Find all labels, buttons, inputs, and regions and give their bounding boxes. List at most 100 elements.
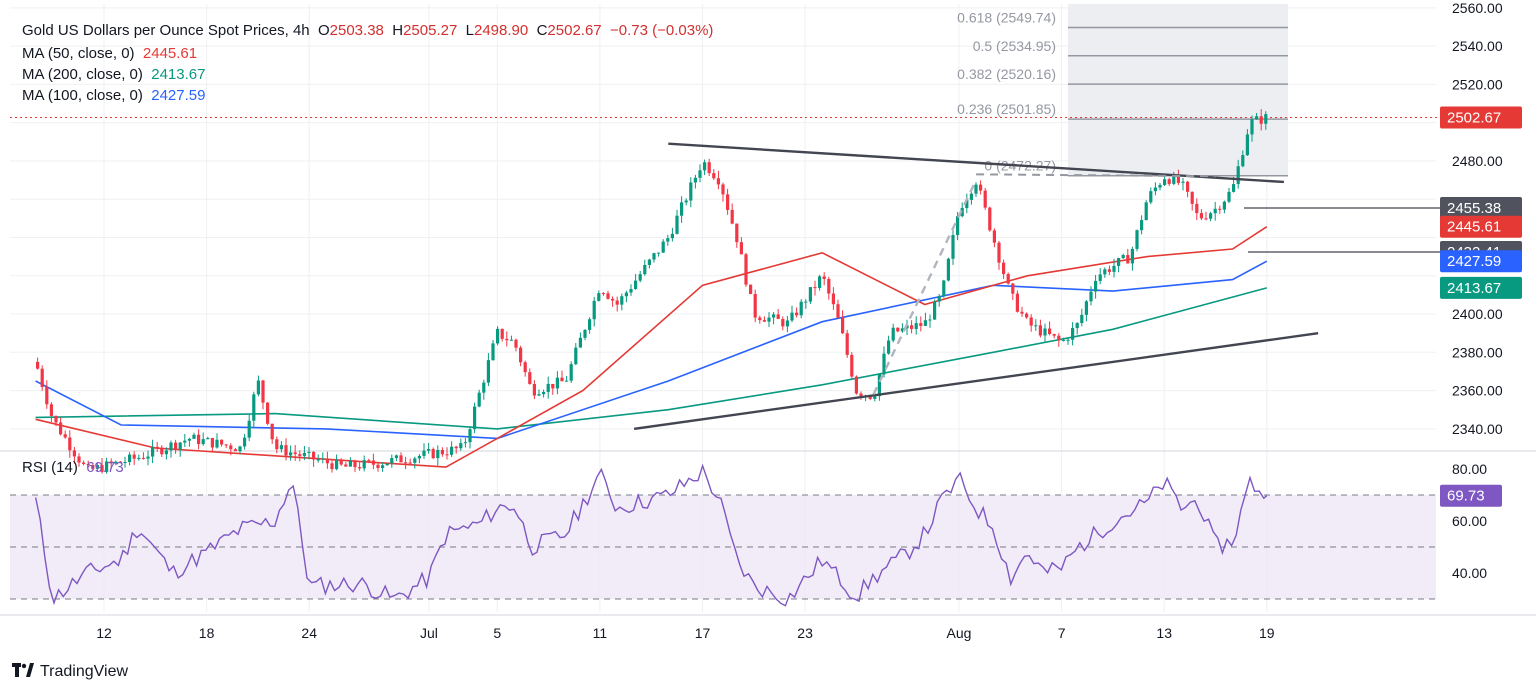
ma50-label: MA (50, close, 0): [22, 45, 135, 62]
candle-body: [1075, 323, 1079, 329]
price-axis-tick: 2380.00: [1452, 344, 1503, 360]
candle-body: [454, 446, 458, 449]
candle-body: [325, 458, 329, 464]
symbol-header: Gold US Dollars per Ounce Spot Prices, 4…: [22, 22, 713, 40]
price-axis-label-box: [1440, 276, 1522, 299]
candle-body: [813, 287, 817, 289]
candle-body: [256, 380, 260, 395]
candle-body: [1135, 230, 1139, 249]
candle-body: [850, 354, 854, 377]
high-value: 2505.27: [403, 22, 458, 39]
candle-body: [1061, 339, 1065, 341]
low-label: L: [465, 22, 474, 39]
candle-body: [302, 452, 306, 456]
candle-body: [68, 437, 72, 451]
candle-body: [698, 170, 702, 178]
candle-body: [914, 323, 918, 329]
candle-body: [49, 404, 53, 416]
ma100-value: 2427.59: [151, 87, 206, 104]
candle-body: [643, 264, 647, 275]
candle-body: [703, 162, 707, 171]
candle-body: [270, 423, 274, 440]
candle-body: [882, 353, 886, 375]
candle-body: [537, 394, 541, 396]
candle-body: [45, 386, 49, 405]
candle-body: [1186, 181, 1190, 192]
candle-body: [919, 323, 923, 326]
projection-dashed-line: [872, 179, 978, 395]
candle-body: [1172, 175, 1176, 184]
candle-body: [59, 422, 63, 435]
candle-body: [739, 242, 743, 255]
candle-body: [505, 338, 509, 341]
candle-body: [726, 194, 730, 210]
candle-body: [528, 372, 532, 384]
candle-body: [164, 450, 168, 455]
candle-body: [1098, 274, 1102, 281]
candle-body: [491, 343, 495, 361]
candle-body: [735, 223, 739, 243]
candle-body: [114, 461, 118, 464]
candle-body: [592, 300, 596, 320]
candle-body: [1195, 203, 1199, 214]
candle-body: [279, 445, 283, 450]
candle-body: [40, 368, 44, 387]
candle-body: [1107, 269, 1111, 272]
tradingview-icon: [12, 662, 34, 682]
candle-body: [827, 279, 831, 294]
candle-body: [638, 274, 642, 281]
candle-body: [252, 394, 256, 421]
candle-body: [887, 340, 891, 354]
time-axis-tick: 13: [1156, 625, 1172, 641]
fibonacci-zone: [1068, 4, 1288, 176]
tradingview-logo[interactable]: TradingView: [12, 662, 128, 682]
candle-body: [675, 215, 679, 234]
candle-body: [845, 333, 849, 355]
candle-body: [335, 459, 339, 470]
candle-body: [514, 339, 518, 348]
price-axis-label: 2502.67: [1447, 110, 1501, 127]
candle-body: [560, 377, 564, 382]
candle-body: [1259, 116, 1263, 124]
candle-body: [417, 455, 421, 459]
candle-body: [486, 360, 490, 383]
brand-name: TradingView: [40, 663, 129, 680]
ma200-value: 2413.67: [151, 66, 206, 83]
candle-body: [431, 449, 435, 459]
candle-body: [95, 465, 99, 469]
ma100-legend[interactable]: MA (100, close, 0) 2427.59: [22, 87, 205, 105]
rsi-legend[interactable]: RSI (14) 69.73: [22, 459, 124, 477]
trendline-upper: [668, 142, 1284, 184]
candle-body: [1144, 202, 1148, 221]
ma200-label: MA (200, close, 0): [22, 66, 143, 83]
rsi-axis-tick: 80.00: [1452, 461, 1487, 477]
candle-body: [928, 319, 932, 321]
candle-body: [1048, 328, 1052, 334]
candle-body: [440, 449, 444, 455]
candle-body: [795, 312, 799, 316]
candle-body: [836, 304, 840, 318]
candle-body: [376, 464, 380, 469]
candle-body: [1236, 166, 1240, 185]
candle-body: [956, 216, 960, 236]
candle-body: [362, 460, 366, 469]
candle-body: [680, 202, 684, 216]
candle-body: [615, 300, 619, 305]
candle-body: [82, 462, 86, 465]
fibonacci-level-label: 0.5 (2534.95): [973, 38, 1056, 54]
candle-body: [997, 242, 1001, 263]
time-axis-tick: 12: [96, 625, 112, 641]
ma50-legend[interactable]: MA (50, close, 0) 2445.61: [22, 45, 197, 63]
candle-body: [979, 184, 983, 191]
candle-body: [436, 449, 440, 459]
candle-body: [385, 463, 389, 466]
time-axis-tick: 18: [199, 625, 215, 641]
candle-body: [174, 442, 178, 450]
candle-body: [275, 439, 279, 450]
candle-body: [339, 459, 343, 465]
price-axis-label-box: [1440, 106, 1522, 129]
ma200-legend[interactable]: MA (200, close, 0) 2413.67: [22, 66, 205, 84]
candle-body: [923, 320, 927, 326]
candle-body: [841, 317, 845, 334]
candle-body: [1190, 191, 1194, 204]
